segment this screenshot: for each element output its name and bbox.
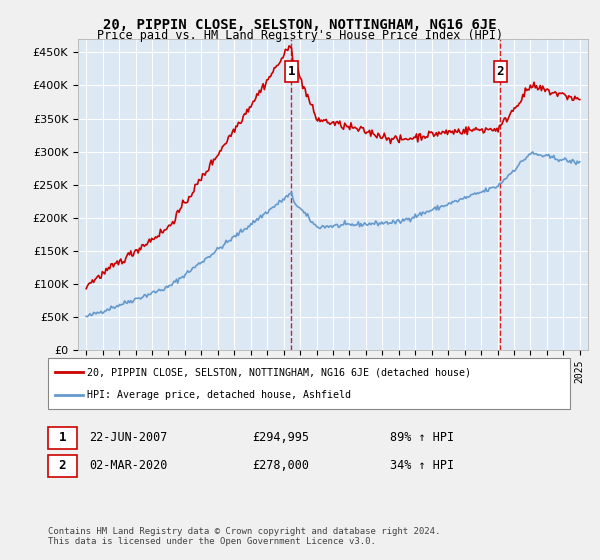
- Text: Contains HM Land Registry data © Crown copyright and database right 2024.
This d: Contains HM Land Registry data © Crown c…: [48, 526, 440, 546]
- Text: 22-JUN-2007: 22-JUN-2007: [89, 431, 167, 445]
- Text: 1: 1: [287, 66, 295, 78]
- Text: Price paid vs. HM Land Registry's House Price Index (HPI): Price paid vs. HM Land Registry's House …: [97, 29, 503, 42]
- Text: 1: 1: [59, 431, 66, 445]
- Text: 2: 2: [497, 66, 504, 78]
- Text: 2: 2: [59, 459, 66, 473]
- FancyBboxPatch shape: [285, 61, 298, 82]
- Text: £278,000: £278,000: [252, 459, 309, 473]
- Text: HPI: Average price, detached house, Ashfield: HPI: Average price, detached house, Ashf…: [87, 390, 351, 400]
- Text: 02-MAR-2020: 02-MAR-2020: [89, 459, 167, 473]
- Text: 20, PIPPIN CLOSE, SELSTON, NOTTINGHAM, NG16 6JE: 20, PIPPIN CLOSE, SELSTON, NOTTINGHAM, N…: [103, 18, 497, 32]
- Text: 34% ↑ HPI: 34% ↑ HPI: [390, 459, 454, 473]
- Text: £294,995: £294,995: [252, 431, 309, 445]
- Text: 20, PIPPIN CLOSE, SELSTON, NOTTINGHAM, NG16 6JE (detached house): 20, PIPPIN CLOSE, SELSTON, NOTTINGHAM, N…: [87, 367, 471, 377]
- FancyBboxPatch shape: [494, 61, 506, 82]
- Text: 89% ↑ HPI: 89% ↑ HPI: [390, 431, 454, 445]
